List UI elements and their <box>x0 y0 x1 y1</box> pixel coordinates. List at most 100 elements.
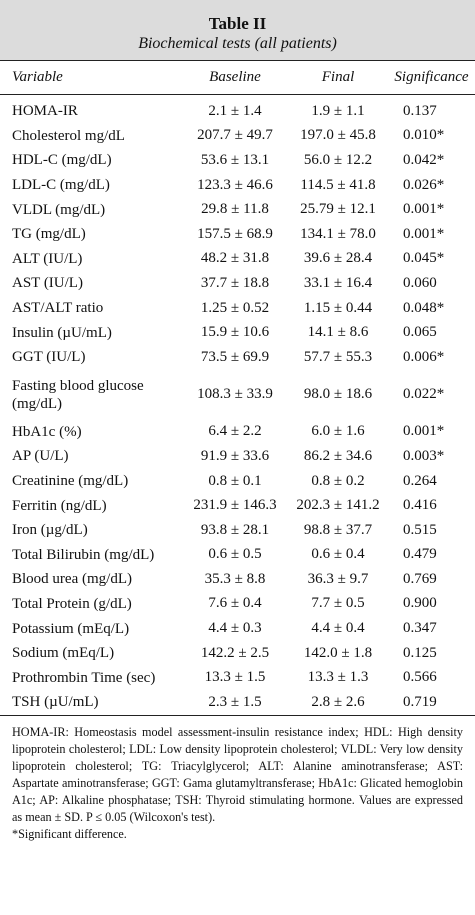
cell-baseline: 6.4 ± 2.2 <box>208 423 262 440</box>
cell-significance: 0.045* <box>403 250 445 267</box>
cell-baseline: 2.1 ± 1.4 <box>208 102 262 119</box>
cell-final: 56.0 ± 12.2 <box>303 151 373 168</box>
cell-variable: Potassium (mEq/L) <box>12 620 130 637</box>
cell-baseline: 0.6 ± 0.5 <box>208 546 262 563</box>
table-subtitle: Biochemical tests (all patients) <box>138 35 337 52</box>
cell-baseline: 123.3 ± 46.6 <box>197 176 273 193</box>
table-row: Insulin (µU/mL) 15.9 ± 10.6 14.1 ± 8.6 0.06… <box>0 320 475 345</box>
table-row: Total Bilirubin (mg/dL) 0.6 ± 0.5 0.6 ± 0.… <box>0 543 475 568</box>
cell-baseline: 142.2 ± 2.5 <box>200 644 270 661</box>
cell-significance: 0.566 <box>403 669 437 686</box>
column-header-variable: Variable <box>12 69 63 85</box>
cell-variable: TG (mg/dL) <box>12 226 86 243</box>
cell-variable: Total Bilirubin (mg/dL) <box>12 546 155 563</box>
cell-baseline: 2.3 ± 1.5 <box>208 693 262 710</box>
cell-final: 0.8 ± 0.2 <box>311 472 365 489</box>
cell-variable: AP (U/L) <box>12 448 69 465</box>
cell-significance: 0.048* <box>403 299 445 316</box>
cell-significance: 0.347 <box>403 620 437 637</box>
cell-final: 197.0 ± 45.8 <box>300 127 376 144</box>
table-row: Cholesterol mg/dL 207.7 ± 49.7 197.0 ± 45.… <box>0 124 475 149</box>
cell-significance: 0.769 <box>403 570 437 587</box>
cell-baseline: 207.7 ± 49.7 <box>197 127 273 144</box>
cell-final: 57.7 ± 55.3 <box>303 348 373 365</box>
cell-final: 202.3 ± 141.2 <box>296 497 380 514</box>
cell-final: 14.1 ± 8.6 <box>307 324 369 341</box>
cell-final: 4.4 ± 0.4 <box>311 620 365 637</box>
cell-baseline: 231.9 ± 146.3 <box>193 497 277 514</box>
table-header: Table II Biochemical tests (all patients… <box>0 0 475 60</box>
table-row: Blood urea (mg/dL) 35.3 ± 8.8 36.3 ± 9.7 0.… <box>0 567 475 592</box>
table-title: Table II <box>208 14 267 33</box>
cell-baseline: 48.2 ± 31.8 <box>200 250 270 267</box>
column-header-rule <box>0 94 475 95</box>
cell-final: 134.1 ± 78.0 <box>300 225 376 242</box>
cell-variable: AST/ALT ratio <box>12 300 104 317</box>
cell-significance: 0.006* <box>403 348 445 365</box>
cell-baseline: 157.5 ± 68.9 <box>197 225 273 242</box>
table-row: HOMA-IR 2.1 ± 1.4 1.9 ± 1.1 0.137 <box>0 99 475 124</box>
cell-baseline: 37.7 ± 18.8 <box>200 274 270 291</box>
cell-final: 1.9 ± 1.1 <box>311 102 365 119</box>
cell-final: 1.15 ± 0.44 <box>303 299 373 316</box>
cell-variable: Cholesterol mg/dL <box>12 127 125 144</box>
cell-final: 86.2 ± 34.6 <box>303 447 373 464</box>
table-row: VLDL (mg/dL) 29.8 ± 11.8 25.79 ± 12.1 0.001… <box>0 197 475 222</box>
table-bottom-rule <box>0 714 475 716</box>
cell-variable: Ferritin (ng/dL) <box>12 497 107 514</box>
table-row: Ferritin (ng/dL) 231.9 ± 146.3 202.3 ± 141… <box>0 493 475 518</box>
cell-significance: 0.001* <box>403 225 445 242</box>
cell-variable: HDL-C (mg/dL) <box>12 152 112 169</box>
table-row: HbA1c (%) 6.4 ± 2.2 6.0 ± 1.6 0.001* <box>0 420 475 445</box>
table-row: LDL-C (mg/dL) 123.3 ± 46.6 114.5 ± 41.8 0.0… <box>0 173 475 198</box>
cell-final: 98.8 ± 37.7 <box>303 521 373 538</box>
cell-significance: 0.003* <box>403 447 445 464</box>
cell-significance: 0.065 <box>403 324 437 341</box>
table-row: AST (IU/L) 37.7 ± 18.8 33.1 ± 16.4 0.060 <box>0 271 475 296</box>
cell-significance: 0.001* <box>403 201 445 218</box>
cell-final: 2.8 ± 2.6 <box>311 693 365 710</box>
cell-baseline: 13.3 ± 1.5 <box>204 669 266 686</box>
cell-final: 0.6 ± 0.4 <box>311 546 365 563</box>
table-row: AST/ALT ratio 1.25 ± 0.52 1.15 ± 0.44 0.048… <box>0 296 475 321</box>
cell-final: 98.0 ± 18.6 <box>303 386 373 403</box>
cell-significance: 0.900 <box>403 595 437 612</box>
cell-variable: Total Protein (g/dL) <box>12 595 132 612</box>
table-row: TG (mg/dL) 157.5 ± 68.9 134.1 ± 78.0 0.001* <box>0 222 475 247</box>
cell-significance: 0.515 <box>403 521 437 538</box>
cell-final: 114.5 ± 41.8 <box>300 176 376 193</box>
cell-significance: 0.719 <box>403 693 437 710</box>
cell-variable: Insulin (µU/mL) <box>12 324 112 341</box>
cell-significance: 0.137 <box>403 102 437 119</box>
column-header-row: Variable Baseline Final Significance <box>0 61 475 94</box>
cell-baseline: 91.9 ± 33.6 <box>200 447 270 464</box>
column-header-significance: Significance <box>394 69 469 85</box>
table-row: Total Protein (g/dL) 7.6 ± 0.4 7.7 ± 0.5 0.… <box>0 592 475 617</box>
cell-variable: Sodium (mEq/L) <box>12 645 115 662</box>
cell-baseline: 93.8 ± 28.1 <box>200 521 270 538</box>
cell-variable: AST (IU/L) <box>12 275 83 292</box>
cell-variable: TSH (µU/mL) <box>12 694 99 711</box>
cell-final: 33.1 ± 16.4 <box>303 274 373 291</box>
cell-variable: Fasting blood glucose (mg/dL) <box>12 377 144 412</box>
cell-baseline: 73.5 ± 69.9 <box>200 348 270 365</box>
footnote-significance: *Significant difference. <box>12 826 127 841</box>
cell-final: 36.3 ± 9.7 <box>307 570 369 587</box>
cell-variable: Iron (µg/dL) <box>12 522 88 539</box>
table-row: Prothrombin Time (sec) 13.3 ± 1.5 13.3 ± 1… <box>0 665 475 690</box>
cell-final: 25.79 ± 12.1 <box>300 201 376 218</box>
cell-baseline: 108.3 ± 33.9 <box>197 386 273 403</box>
cell-baseline: 4.4 ± 0.3 <box>208 620 262 637</box>
cell-final: 142.0 ± 1.8 <box>303 644 373 661</box>
table-row: Creatinine (mg/dL) 0.8 ± 0.1 0.8 ± 0.2 0.26… <box>0 469 475 494</box>
cell-significance: 0.125 <box>403 644 437 661</box>
table-row: Sodium (mEq/L) 142.2 ± 2.5 142.0 ± 1.8 0.12… <box>0 641 475 666</box>
cell-final: 6.0 ± 1.6 <box>311 423 365 440</box>
table-row: Iron (µg/dL) 93.8 ± 28.1 98.8 ± 37.7 0.515 <box>0 518 475 543</box>
table-row: Fasting blood glucose (mg/dL) 108.3 ± 33.… <box>0 370 475 420</box>
cell-baseline: 35.3 ± 8.8 <box>204 570 266 587</box>
cell-baseline: 0.8 ± 0.1 <box>208 472 262 489</box>
cell-variable: HbA1c (%) <box>12 423 82 440</box>
cell-variable: Creatinine (mg/dL) <box>12 473 129 490</box>
cell-variable: HOMA-IR <box>12 103 78 120</box>
